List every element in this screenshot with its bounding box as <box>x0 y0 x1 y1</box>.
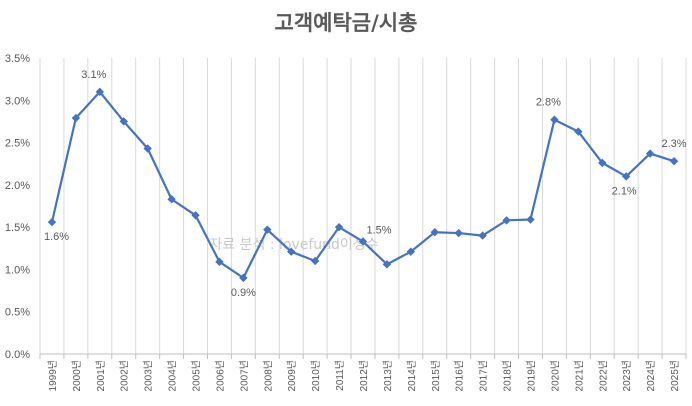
data-point-marker <box>358 237 368 246</box>
data-point-marker <box>287 247 296 256</box>
data-label: 1.5% <box>366 225 391 237</box>
x-tick-label: 2006년 <box>214 360 226 391</box>
x-tick-label: 2007년 <box>238 360 250 391</box>
y-axis: 0.0% 0.5% 1.0% 1.5% 2.0% 2.5% 3.0% 3.5% <box>5 53 30 361</box>
x-tick-label: 2013년 <box>382 360 394 391</box>
y-tick-label: 2.0% <box>5 180 30 192</box>
data-point-marker <box>95 87 105 97</box>
y-tick-label: 2.5% <box>5 138 30 150</box>
data-label: 2.1% <box>612 185 637 197</box>
data-point-marker <box>598 158 607 168</box>
x-axis: 1999년 2000년 2001년 2002년 2003년 2004년 2005년 2006년… <box>39 353 687 391</box>
x-tick-label: 2010년 <box>310 360 322 391</box>
x-tick-label: 2003년 <box>143 360 155 391</box>
y-tick-label: 1.0% <box>5 264 30 276</box>
x-tick-label: 2009년 <box>286 360 298 391</box>
x-tick-label: 2011년 <box>334 360 346 391</box>
watermark: 자료 분석 : lovefund이성수 <box>209 237 378 253</box>
data-label: 2.8% <box>536 97 561 109</box>
data-point-marker <box>215 257 224 267</box>
x-tick-label: 2004년 <box>167 360 179 391</box>
data-point-marker <box>645 149 655 158</box>
data-point-marker <box>263 225 272 234</box>
data-point-marker <box>502 216 511 225</box>
data-point-marker <box>574 127 583 136</box>
data-label: 3.1% <box>81 69 106 81</box>
data-point-marker <box>382 260 392 269</box>
x-tick-label: 2024년 <box>645 360 657 391</box>
data-point-marker <box>71 113 81 123</box>
data-label: 1.6% <box>44 231 69 243</box>
y-tick-label: 3.0% <box>5 95 30 107</box>
x-tick-label: 2018년 <box>502 360 514 391</box>
x-tick-label: 1999년 <box>47 360 59 391</box>
data-point-marker <box>239 273 248 283</box>
data-point-marker <box>47 217 57 227</box>
data-point-marker <box>454 228 463 238</box>
data-point-marker <box>167 195 176 204</box>
y-tick-label: 0.0% <box>5 349 30 361</box>
x-tick-label: 2025년 <box>669 360 681 391</box>
y-tick-label: 0.5% <box>5 307 30 319</box>
data-label: 0.9% <box>231 287 256 299</box>
data-point-marker <box>334 222 344 232</box>
data-point-marker <box>310 256 320 266</box>
data-point-marker <box>191 211 200 220</box>
x-tick-label: 2005년 <box>191 360 203 391</box>
x-tick-label: 2002년 <box>119 360 131 391</box>
vertical-gridlines <box>39 58 687 354</box>
x-tick-label: 2016년 <box>454 360 466 391</box>
data-point-marker <box>119 117 128 126</box>
data-point-marker <box>621 172 631 181</box>
data-labels: 1.6% 3.1% 0.9% 1.5% 2.8% 2.1% 2.3% <box>44 69 687 299</box>
x-tick-label: 2019년 <box>525 360 537 391</box>
y-tick-label: 1.5% <box>5 222 30 234</box>
chart-title: 고객예탁금/시총 <box>275 11 418 35</box>
data-label: 2.3% <box>661 138 686 150</box>
data-point-marker <box>526 215 535 224</box>
data-point-marker <box>550 115 559 124</box>
x-tick-label: 2022년 <box>597 360 609 391</box>
x-tick-label: 2023년 <box>621 360 633 391</box>
x-tick-label: 2017년 <box>478 360 490 391</box>
data-point-marker <box>406 247 416 256</box>
x-tick-label: 2021년 <box>573 360 585 391</box>
x-tick-label: 2001년 <box>95 360 107 391</box>
data-point-marker <box>430 228 439 237</box>
x-tick-label: 2008년 <box>262 360 274 391</box>
data-point-marker <box>143 144 152 153</box>
series-line <box>47 87 679 283</box>
x-tick-label: 2014년 <box>406 360 418 391</box>
x-tick-label: 2000년 <box>71 360 83 391</box>
data-point-marker <box>478 231 487 240</box>
x-tick-label: 2012년 <box>358 360 370 391</box>
x-tick-label: 2020년 <box>549 360 561 391</box>
x-tick-label: 2015년 <box>430 360 442 391</box>
y-tick-label: 3.5% <box>5 53 30 65</box>
data-point-marker <box>669 156 679 166</box>
